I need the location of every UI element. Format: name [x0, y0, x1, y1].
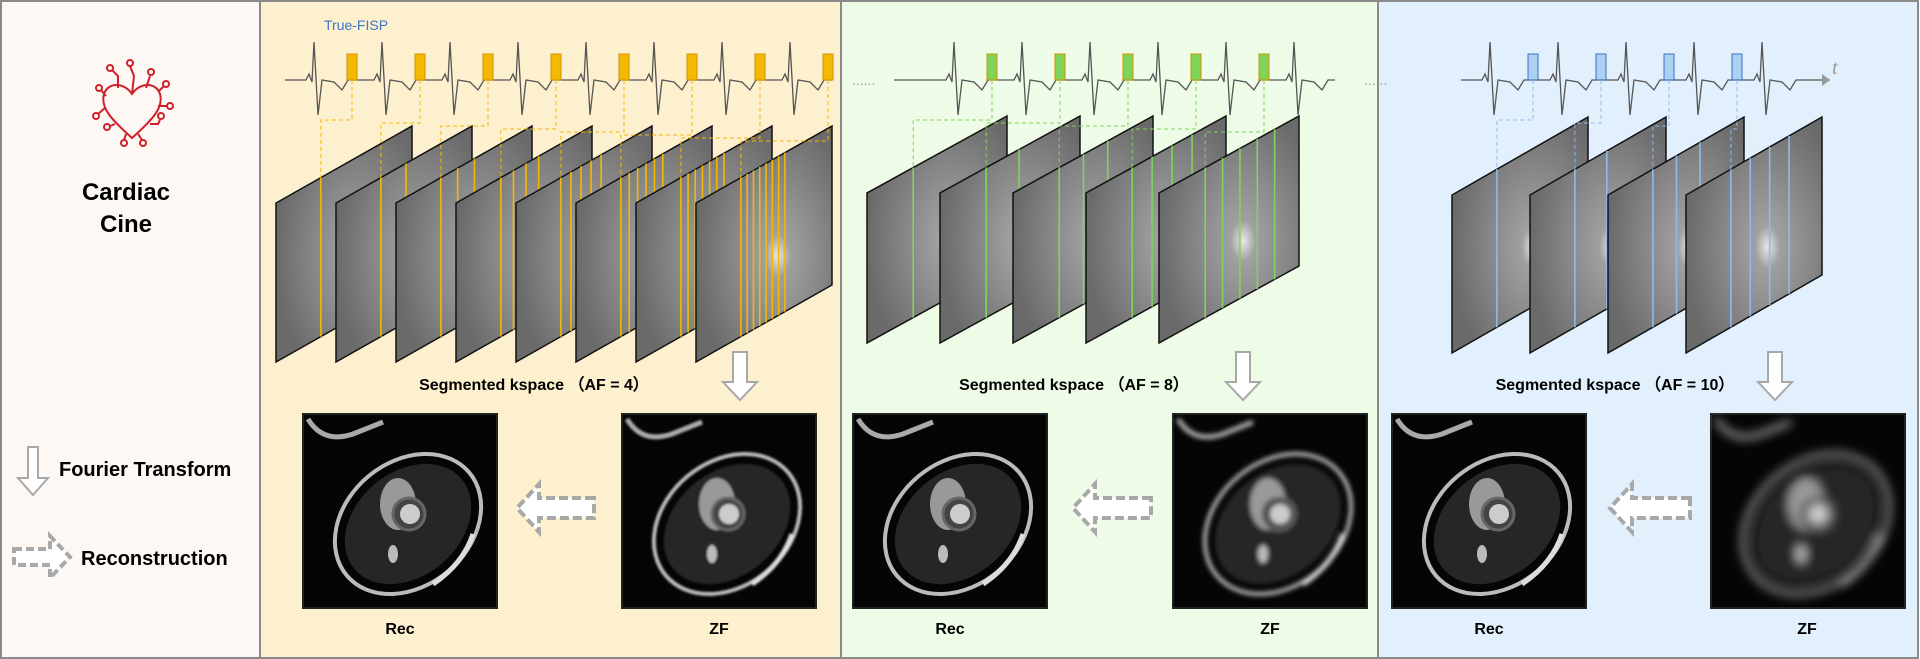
acquisition-window [1122, 53, 1134, 81]
rec-anatomy-af8 [855, 417, 1034, 597]
sampling-connector [1496, 80, 1534, 170]
kspace-frame-af4 [695, 124, 833, 364]
sampling-connector [740, 80, 829, 178]
legend-reconstruction: Reconstruction [81, 548, 228, 570]
heart-circuit-icon [92, 59, 174, 147]
fourier-transform-arrow [720, 351, 760, 402]
rec-anatomy-af4 [305, 417, 484, 597]
ellipsis-2: ...... [1364, 72, 1387, 88]
down-arrow-icon [15, 446, 51, 497]
zf-anatomy-af8 [1175, 417, 1354, 597]
acquisition-window [550, 53, 562, 81]
kspace-label-af8: Segmented kspace （AF = 8） [959, 376, 1189, 394]
sampling-connector [380, 80, 421, 178]
sampling-connector [500, 80, 557, 178]
acquisition-window [754, 53, 766, 81]
zf-anatomy-af10 [1713, 417, 1892, 597]
acquisition-window [986, 53, 998, 81]
acquisition-window [1731, 53, 1743, 81]
title-cardiac: Cardiac [82, 179, 170, 206]
rec-anatomy-af10 [1394, 417, 1573, 597]
acquisition-window [346, 53, 358, 81]
sampling-connector [1652, 80, 1670, 170]
rec-label-af4: Rec [385, 621, 414, 638]
acquisition-window [618, 53, 630, 81]
zf-label-af4: ZF [709, 621, 729, 638]
acquisition-window [1663, 53, 1675, 81]
kspace-frame-af10 [1685, 115, 1823, 355]
ellipsis-1: ...... [852, 72, 875, 88]
sampling-connector [912, 80, 993, 168]
acquisition-window [822, 53, 834, 81]
acquisition-window [414, 53, 426, 81]
sampling-connector [1058, 80, 1129, 168]
rec-label-af8: Rec [935, 621, 964, 638]
title-cine: Cine [100, 211, 152, 238]
kspace-frame-af8 [1158, 114, 1300, 345]
acquisition-window [686, 53, 698, 81]
ecg-trace-af4 [285, 41, 832, 116]
acquisition-window [1527, 53, 1539, 81]
time-axis-label: t [1832, 57, 1838, 79]
sampling-connector [680, 80, 761, 178]
sequence-label: True-FISP [324, 17, 388, 33]
acquisition-window [1258, 53, 1270, 81]
ecg-trace-af10 [1461, 41, 1830, 116]
sampling-connector [620, 80, 693, 178]
acquisition-window [482, 53, 494, 81]
dashed-right-arrow-icon [12, 531, 73, 583]
kspace-label-af4: Segmented kspace （AF = 4） [419, 376, 649, 394]
sampling-connector [320, 80, 353, 178]
zf-label-af10: ZF [1797, 621, 1817, 638]
reconstruction-arrow-af10 [1607, 478, 1692, 538]
legend-fourier-transform: Fourier Transform [59, 459, 231, 481]
acquisition-window [1190, 53, 1202, 81]
fourier-transform-arrow [1223, 351, 1263, 402]
reconstruction-arrow-af4 [514, 478, 596, 538]
sampling-connector [1131, 80, 1197, 168]
kspace-label-af10: Segmented kspace （AF = 10） [1496, 376, 1735, 394]
sampling-connector [985, 80, 1061, 168]
time-axis-arrow [1822, 74, 1830, 86]
acquisition-window [1595, 53, 1607, 81]
acquisition-window [1054, 53, 1066, 81]
sampling-connector [1730, 80, 1738, 170]
reconstruction-arrow-af8 [1070, 478, 1153, 538]
sampling-connector [1204, 80, 1265, 168]
zf-label-af8: ZF [1260, 621, 1280, 638]
sampling-connector [440, 80, 489, 178]
sampling-connector [1574, 80, 1602, 170]
rec-label-af10: Rec [1474, 621, 1503, 638]
zf-anatomy-af4 [624, 417, 803, 597]
fourier-transform-arrow [1755, 351, 1795, 402]
